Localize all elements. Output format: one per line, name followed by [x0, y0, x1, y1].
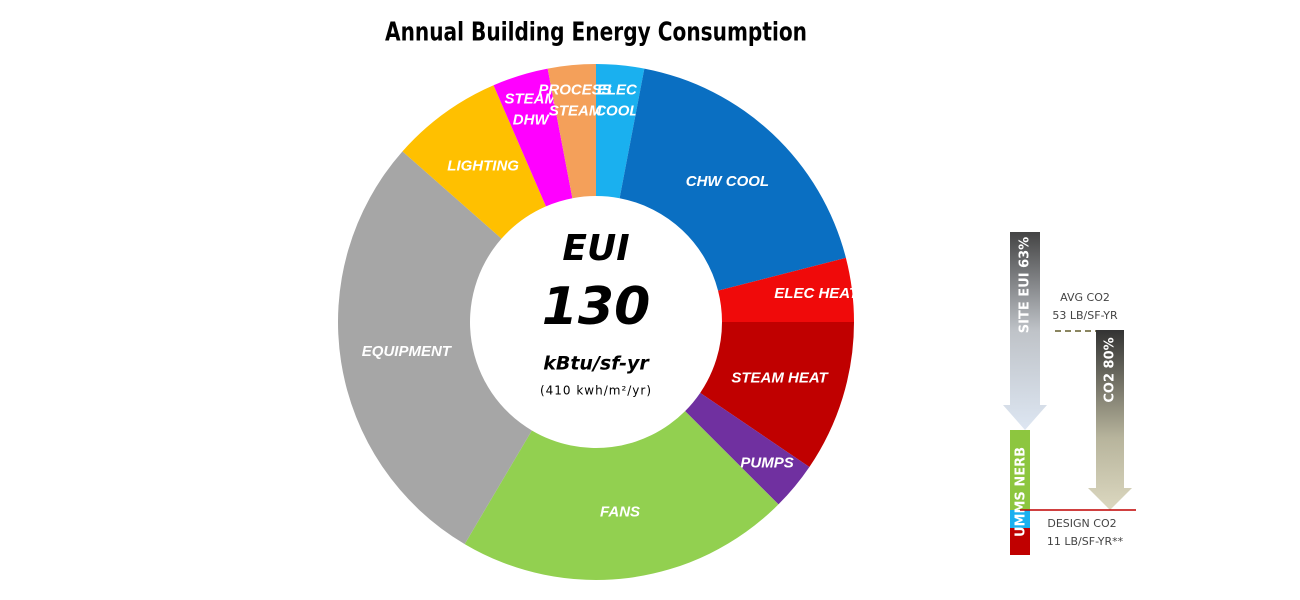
avg-label: AVG CO2 — [1060, 291, 1110, 304]
segment-label-line: STEAM — [504, 90, 557, 107]
segment-label: PUMPS — [740, 454, 793, 471]
segment-label: ELEC HEAT — [774, 285, 860, 302]
site-arrow — [1003, 232, 1047, 430]
segment-label: PROCESS STEAM — [538, 81, 611, 119]
segment-label-line: COOL — [595, 102, 638, 119]
center-value: 130 — [542, 277, 651, 337]
segment-label-line: PUMPS — [740, 454, 793, 471]
donut-segment — [493, 68, 573, 207]
segment-label: ELEC COOL — [595, 81, 638, 119]
segment-label: CHW COOL — [686, 173, 769, 190]
donut-segment — [700, 322, 854, 468]
segment-label-line: ELEC — [597, 81, 638, 98]
design-value: 11 LB/SF-YR** — [1047, 535, 1124, 548]
co2-arrow — [1088, 330, 1132, 510]
donut-segment — [718, 257, 854, 322]
segment-label: LIGHTING — [447, 158, 519, 175]
co2-arrow-label: CO2 80% — [1103, 337, 1118, 402]
segment-label: STEAM DHW — [504, 90, 557, 128]
segment-label-line: EQUIPMENT — [362, 343, 453, 360]
donut: ELEC COOL CHW COOL ELEC HEAT STEAM HEAT PUMPS… — [337, 64, 860, 580]
donut-segment — [402, 85, 546, 239]
chart-title: Annual Building Energy Consumption — [385, 18, 807, 48]
segment-label-line: ELEC HEAT — [774, 285, 860, 302]
bar-green — [1010, 430, 1030, 510]
bar-blue — [1010, 510, 1030, 528]
avg-value: 53 LB/SF-YR — [1052, 309, 1118, 322]
sidebar: SITE EUI 63% CO2 80% UMMS NERB AVG CO2 5… — [1003, 232, 1136, 555]
donut-segment — [685, 392, 810, 505]
donut-segment — [619, 68, 846, 291]
segment-label-line: FANS — [600, 503, 640, 520]
site-arrow-label: SITE EUI 63% — [1018, 237, 1033, 333]
center-unit: kBtu/sf-yr — [543, 353, 650, 375]
donut-segment — [337, 151, 532, 545]
design-label: DESIGN CO2 — [1047, 517, 1116, 530]
donut-segment — [596, 64, 645, 199]
segment-label-line: PROCESS — [538, 81, 611, 98]
bar-label: UMMS NERB — [1014, 447, 1029, 537]
segment-label-line: STEAM HEAT — [731, 369, 829, 386]
donut-segment — [547, 64, 596, 199]
segment-label-line: STEAM — [549, 102, 602, 119]
bar-red — [1010, 528, 1030, 555]
center-note: (410 kwh/m²/yr) — [540, 384, 652, 398]
segment-label: EQUIPMENT — [362, 343, 453, 360]
segment-label: STEAM HEAT — [731, 369, 829, 386]
segment-label-line: LIGHTING — [447, 158, 519, 175]
donut-segment — [464, 411, 779, 580]
center-label: EUI — [562, 228, 629, 269]
segment-label-line: DHW — [513, 111, 551, 128]
segment-label-line: CHW COOL — [686, 173, 769, 190]
segment-label: FANS — [600, 503, 640, 520]
